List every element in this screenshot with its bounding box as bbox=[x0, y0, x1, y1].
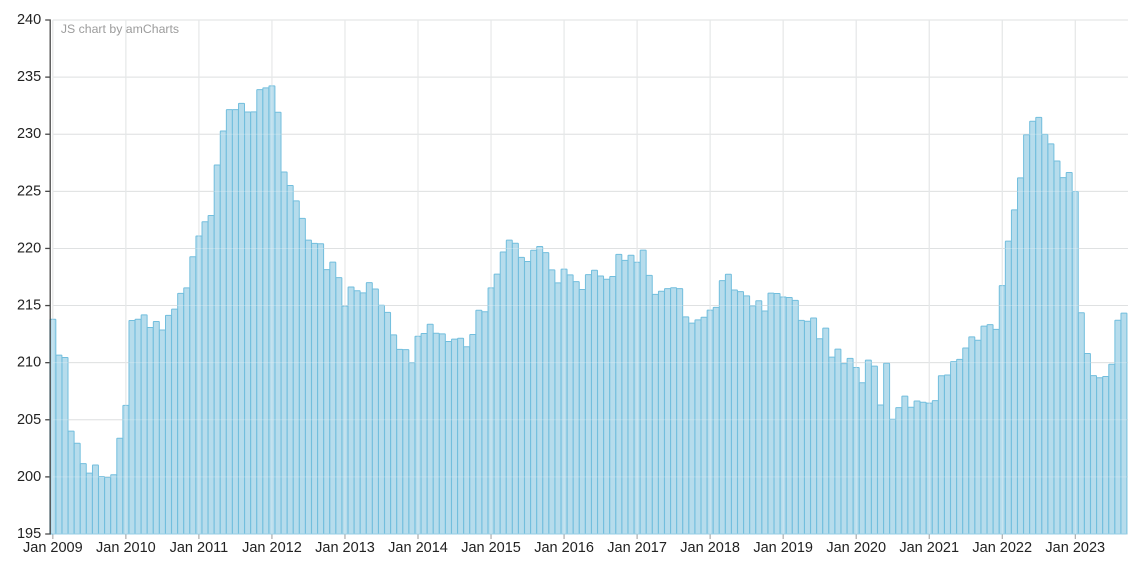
svg-text:Jan 2022: Jan 2022 bbox=[972, 540, 1032, 556]
svg-text:Jan 2023: Jan 2023 bbox=[1045, 540, 1105, 556]
svg-text:225: 225 bbox=[17, 183, 41, 199]
svg-text:Jan 2020: Jan 2020 bbox=[826, 540, 886, 556]
svg-text:Jan 2010: Jan 2010 bbox=[96, 540, 156, 556]
svg-text:215: 215 bbox=[17, 298, 41, 314]
svg-text:Jan 2021: Jan 2021 bbox=[899, 540, 959, 556]
svg-text:Jan 2015: Jan 2015 bbox=[461, 540, 521, 556]
svg-text:220: 220 bbox=[17, 240, 41, 256]
svg-text:200: 200 bbox=[17, 469, 41, 485]
svg-text:Jan 2019: Jan 2019 bbox=[753, 540, 813, 556]
svg-text:Jan 2016: Jan 2016 bbox=[534, 540, 594, 556]
svg-text:JS chart by amCharts: JS chart by amCharts bbox=[61, 22, 179, 36]
svg-text:Jan 2014: Jan 2014 bbox=[388, 540, 448, 556]
svg-text:205: 205 bbox=[17, 412, 41, 428]
svg-text:Jan 2018: Jan 2018 bbox=[680, 540, 740, 556]
svg-text:Jan 2012: Jan 2012 bbox=[242, 540, 302, 556]
svg-text:230: 230 bbox=[17, 126, 41, 142]
svg-text:Jan 2017: Jan 2017 bbox=[607, 540, 667, 556]
svg-text:240: 240 bbox=[17, 12, 41, 28]
svg-text:210: 210 bbox=[17, 355, 41, 371]
svg-text:Jan 2013: Jan 2013 bbox=[315, 540, 375, 556]
svg-text:Jan 2009: Jan 2009 bbox=[23, 540, 83, 556]
svg-text:Jan 2011: Jan 2011 bbox=[170, 540, 229, 556]
svg-text:235: 235 bbox=[17, 69, 41, 85]
